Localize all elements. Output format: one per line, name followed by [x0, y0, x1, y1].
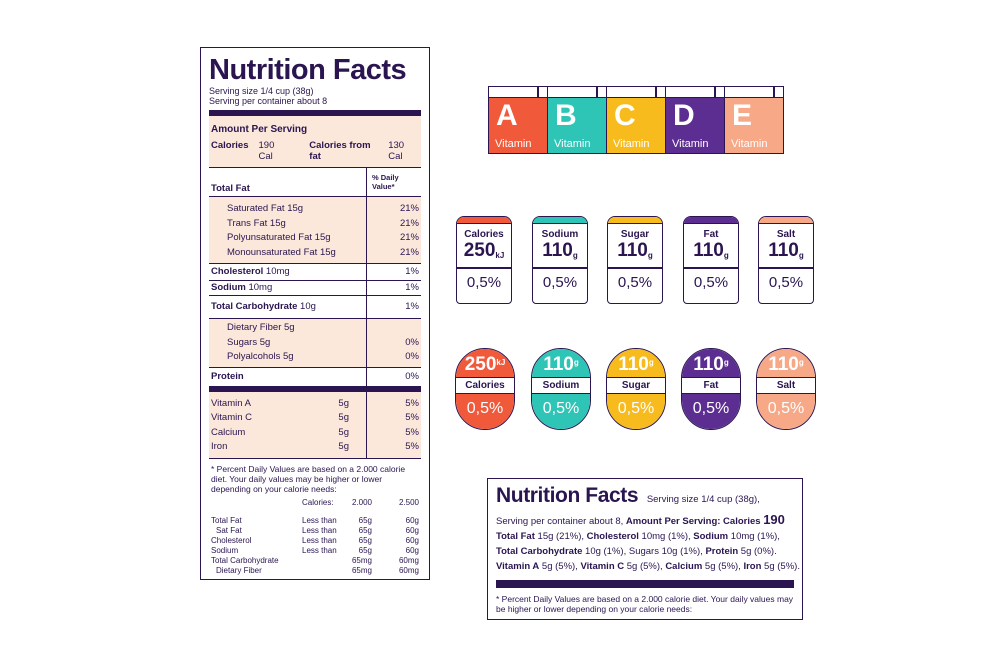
divider-thick — [496, 580, 794, 588]
small-line-vitamins: Vitamin A 5g (5%), Vitamin C 5g (5%), Ca… — [496, 561, 800, 572]
divider-thick — [209, 110, 421, 116]
carb-breakdown: Dietary Fiber 5g Sugars 5g 0% Polyalcohol… — [209, 319, 421, 367]
table-row: Calories: 2.000 2.500 — [302, 497, 419, 507]
table-row: Polyalcohols 5g 0% — [227, 351, 419, 362]
gda-label-calories: Calories 250kJ 0,5% — [456, 216, 512, 304]
table-row: Cholesterol Less than 65g 60g — [211, 535, 419, 545]
oval-label-calories: 250kJ Calories 0,5% — [455, 348, 515, 430]
serving-per-container: Serving per container about 8 — [209, 96, 328, 106]
divider — [209, 279, 421, 281]
small-label-title: Nutrition Facts — [496, 484, 639, 507]
vitamin-strip: A Vitamin B Vitamin C Vitamin D Vitamin … — [488, 86, 784, 154]
calories-label: Calories — [211, 140, 249, 151]
amount-per-serving: Amount Per Serving — [211, 124, 308, 135]
divider — [209, 318, 421, 319]
serving-size: Serving size 1/4 cup (38g) — [209, 86, 314, 96]
column-divider — [366, 168, 367, 416]
table-row: Dietary Fiber 65mg 60mg — [216, 565, 419, 575]
table-row: Sat Fat Less than 65g 60g — [216, 525, 419, 535]
small-serving-size: Serving size 1/4 cup (38g), — [646, 494, 760, 505]
column-divider — [366, 391, 367, 458]
table-row: Sodium Less than 65g 60g — [211, 545, 419, 555]
vitamin-section: Vitamin A 5g 5% Vitamin C 5g 5% Calcium 5g 5% … — [209, 391, 421, 458]
table-row: Total Fat Less than 65g 60g — [211, 515, 419, 525]
footnote: * Percent Daily Values are based on a 2.… — [211, 463, 406, 494]
oval-label-sodium: 110g Sodium 0,5% — [531, 348, 591, 430]
label-title: Nutrition Facts — [209, 54, 407, 86]
vitamin-e-tile: E Vitamin — [725, 87, 783, 153]
cholesterol-row: Cholesterol 10mg 1% — [211, 266, 419, 277]
table-row: Iron 5g 5% — [211, 441, 419, 452]
calories-fat-label: Calories from fat — [309, 140, 371, 162]
table-row: Vitamin A 5g 5% — [211, 397, 419, 409]
small-line-fats: Total Fat 15g (21%), Cholesterol 10mg (1… — [496, 531, 780, 542]
divider — [209, 366, 421, 368]
small-line-carbs: Total Carbohydrate 10g (1%), Sugars 10g … — [496, 546, 777, 557]
linear-nutrition-label: Nutrition Facts Serving size 1/4 cup (38… — [487, 478, 803, 620]
vitamin-b-tile: B Vitamin — [548, 87, 607, 153]
calories-fat-value: 130 Cal — [388, 140, 405, 162]
carbohydrate-row: Total Carbohydrate 10g 1% — [211, 301, 419, 312]
divider — [209, 263, 421, 264]
table-row: Total Carbohydrate 65mg 60mg — [211, 555, 419, 565]
vitamin-a-tile: A Vitamin — [489, 87, 548, 153]
amount-section: Amount Per Serving Calories 190 Cal Calo… — [209, 116, 421, 167]
small-footnote: * Percent Daily Values are based on a 2.… — [496, 594, 794, 614]
table-row: Calcium 5g 5% — [211, 426, 419, 438]
gda-label-sodium: Sodium 110g 0,5% — [532, 216, 588, 304]
divider-thick — [209, 385, 421, 392]
table-row: Trans Fat 15g 21% — [227, 217, 419, 229]
daily-value-header: % Daily Value* — [372, 173, 399, 191]
table-row: Saturated Fat 15g 21% — [227, 203, 419, 214]
divider — [209, 295, 421, 296]
nutrition-facts-label: Nutrition Facts Serving size 1/4 cup (38… — [200, 47, 430, 580]
table-row: Dietary Fiber 5g — [227, 322, 295, 333]
divider — [209, 167, 421, 168]
daily-values-table: Calories: 2.000 2.500 Total Fat Less than 65… — [209, 498, 421, 576]
fat-breakdown: Saturated Fat 15g 21% Trans Fat 15g 21% Po… — [209, 197, 421, 263]
calories-value: 190 Cal — [258, 140, 275, 162]
table-row: Monounsaturated Fat 15g 21% — [227, 246, 419, 258]
small-line-serving: Serving per container about 8, Amount Pe… — [496, 512, 785, 527]
nutrient-table: % Daily Value* Total Fat Saturated Fat 1… — [209, 168, 421, 416]
divider — [209, 196, 421, 197]
sodium-row: Sodium 10mg 1% — [211, 281, 419, 293]
oval-label-sugar: 110g Sugar 0,5% — [606, 348, 666, 430]
protein-row: Protein 0% — [211, 370, 419, 382]
table-header: % Daily Value* Total Fat — [209, 168, 421, 196]
total-fat-label: Total Fat — [211, 183, 250, 194]
gda-label-fat: Fat 110g 0,5% — [683, 216, 739, 304]
gda-label-sugar: Sugar 110g 0,5% — [607, 216, 663, 304]
table-row: Vitamin C 5g 5% — [211, 412, 419, 423]
vitamin-d-tile: D Vitamin — [666, 87, 725, 153]
oval-label-fat: 110g Fat 0,5% — [681, 348, 741, 430]
vitamin-c-tile: C Vitamin — [607, 87, 666, 153]
calories-row: Calories 190 Cal Calories from fat 130 C… — [209, 137, 421, 167]
divider — [209, 457, 421, 459]
table-row: Polyunsaturated Fat 15g 21% — [227, 232, 419, 243]
gda-label-salt: Salt 110g 0,5% — [758, 216, 814, 304]
oval-label-salt: 110g Salt 0,5% — [756, 348, 816, 430]
table-row: Sugars 5g 0% — [227, 336, 419, 348]
